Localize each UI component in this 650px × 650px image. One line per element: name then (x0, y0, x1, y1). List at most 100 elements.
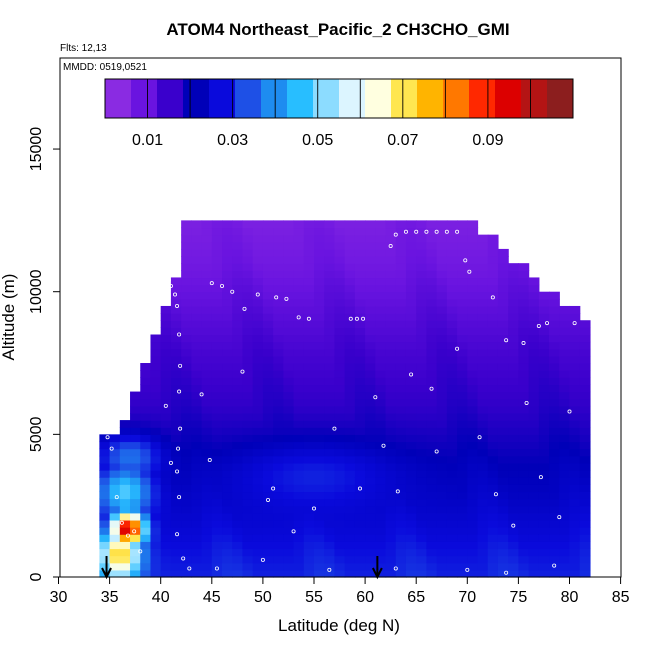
heatmap-cell (262, 234, 274, 243)
heatmap-cell (334, 313, 346, 321)
heatmap-cell (283, 277, 295, 286)
heatmap-cell (314, 277, 325, 286)
heatmap-cell (242, 320, 254, 328)
heatmap-cell (487, 427, 499, 435)
heatmap-cell (487, 441, 499, 450)
heatmap-cell (181, 277, 192, 286)
heatmap-cell (467, 234, 479, 243)
heatmap-cell (375, 298, 387, 307)
heatmap-cell (416, 305, 428, 314)
heatmap-cell (314, 534, 325, 542)
heatmap-cell (579, 498, 591, 507)
heatmap-cell (446, 284, 458, 293)
heatmap-cell (354, 327, 366, 336)
heatmap-cell (344, 370, 356, 378)
y-tick-label: 15000 (28, 127, 45, 172)
heatmap-cell (293, 384, 305, 393)
heatmap-cell (201, 391, 213, 400)
heatmap-cell (262, 484, 274, 493)
heatmap-cell (242, 370, 254, 378)
heatmap-cell (191, 370, 203, 378)
heatmap-cell (181, 498, 192, 507)
heatmap-cell (497, 548, 509, 557)
heatmap-cell (262, 256, 274, 264)
heatmap-cell (334, 527, 346, 535)
heatmap-cell (283, 220, 295, 229)
heatmap-cell (579, 384, 591, 393)
heatmap-cell (569, 470, 581, 478)
heatmap-cell (436, 405, 448, 414)
heatmap-cell (375, 548, 387, 557)
heatmap-cell (569, 548, 581, 557)
heatmap-cell (109, 548, 121, 557)
heatmap-cell (446, 270, 458, 279)
heatmap-cell (569, 384, 581, 393)
heatmap-cell (508, 370, 519, 378)
heatmap-cell (334, 412, 346, 421)
heatmap-cell (170, 477, 182, 485)
heatmap-cell (436, 548, 448, 557)
track-point (240, 369, 245, 374)
heatmap-cell (232, 398, 244, 407)
heatmap-cell (334, 391, 346, 400)
heatmap-cell (242, 405, 254, 414)
heatmap-cell (293, 405, 305, 414)
heatmap-cell (344, 298, 356, 307)
heatmap-cell (201, 470, 213, 478)
heatmap-cell (242, 341, 254, 350)
heatmap-cell (293, 320, 305, 328)
heatmap-cell (354, 370, 366, 378)
heatmap-cell (191, 263, 203, 271)
heatmap-cell (160, 427, 172, 435)
heatmap-cell (497, 277, 509, 286)
heatmap-cell (170, 498, 182, 507)
heatmap-cell (365, 305, 376, 314)
heatmap-cell (395, 277, 407, 286)
heatmap-cell (497, 527, 509, 535)
heatmap-cell (211, 291, 223, 300)
heatmap-cell (549, 348, 560, 357)
heatmap-cell (508, 348, 519, 357)
heatmap-cell (211, 277, 223, 286)
heatmap-cell (150, 505, 162, 514)
heatmap-cell (436, 298, 448, 307)
heatmap-cell (538, 569, 550, 578)
heatmap-cell (314, 420, 325, 428)
heatmap-cell (395, 462, 407, 471)
heatmap-cell (395, 320, 407, 328)
track-point (538, 475, 543, 480)
heatmap-cell (395, 448, 407, 457)
heatmap-cell (140, 462, 152, 471)
heatmap-cell (262, 363, 274, 371)
heatmap-cell (252, 562, 264, 571)
heatmap-cell (273, 427, 284, 435)
heatmap-cell (497, 412, 509, 421)
heatmap-cell (181, 220, 192, 229)
heatmap-cell (293, 420, 305, 428)
heatmap-cell (344, 363, 356, 371)
heatmap-cell (242, 384, 254, 393)
heatmap-cell (273, 220, 284, 229)
heatmap-cell (232, 248, 244, 257)
heatmap-cell (242, 263, 254, 271)
heatmap-cell (487, 534, 499, 542)
heatmap-cell (436, 491, 448, 500)
heatmap-cell (446, 227, 458, 236)
heatmap-cell (416, 355, 428, 364)
heatmap-cell (436, 305, 448, 314)
heatmap-cell (365, 384, 376, 393)
heatmap-cell (140, 548, 152, 557)
heatmap-cell (385, 320, 397, 328)
heatmap-cell (559, 555, 571, 564)
heatmap-cell (354, 313, 366, 321)
heatmap-cell (150, 477, 162, 485)
heatmap-cell (538, 555, 550, 564)
heatmap-cell (375, 534, 387, 542)
heatmap-cell (549, 320, 560, 328)
heatmap-cell (477, 305, 489, 314)
heatmap-cell (457, 548, 468, 557)
heatmap-cell (170, 348, 182, 357)
heatmap-cell (334, 534, 346, 542)
colorbar-swatch (105, 79, 132, 118)
heatmap-cell (559, 384, 571, 393)
